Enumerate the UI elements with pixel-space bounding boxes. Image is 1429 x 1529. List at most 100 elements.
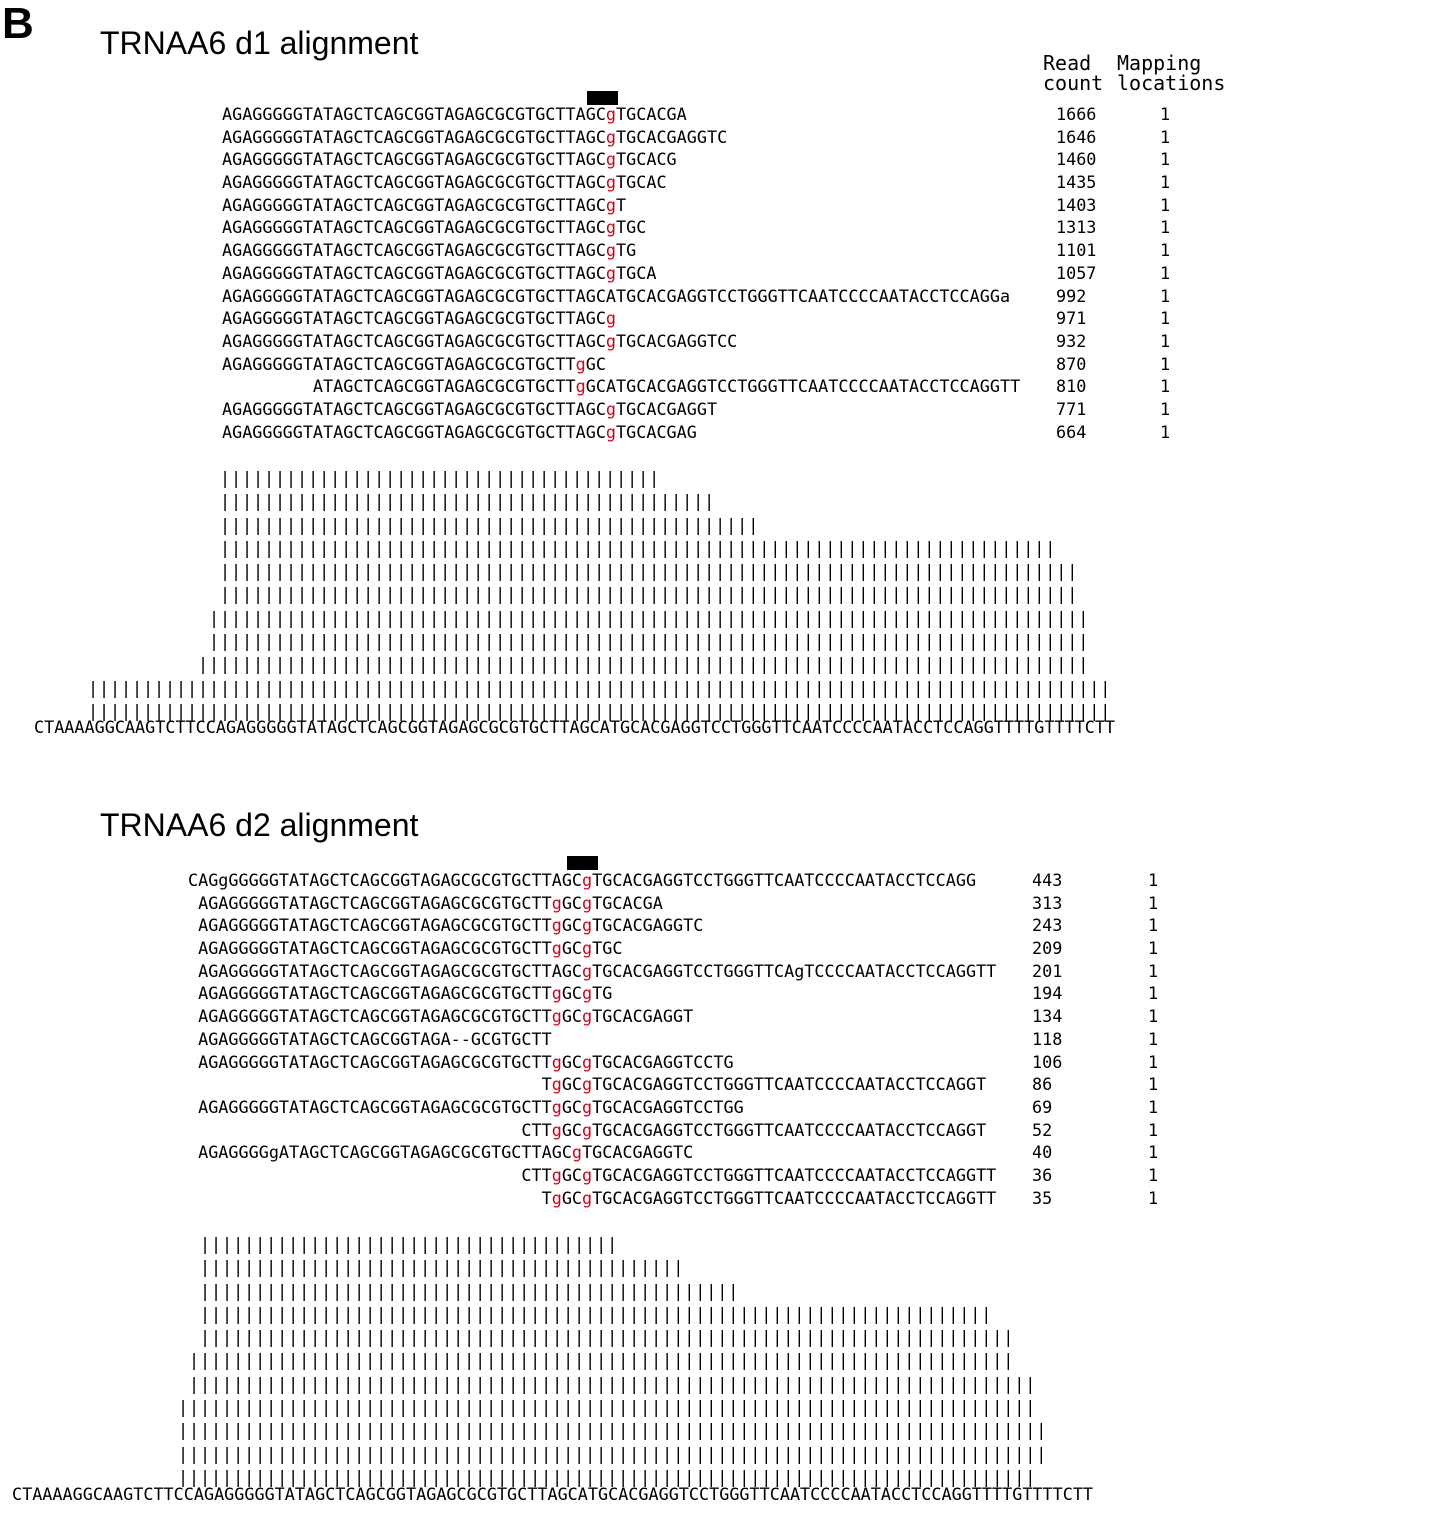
mismatch-base: g [582, 892, 593, 913]
coverage-row: |||||||||||||||||||||||||||||||||||||||| [88, 468, 661, 488]
coverage-row: ||||||||||||||||||||||||||||||||||||||||… [88, 631, 1090, 652]
mismatch-base: g [582, 983, 593, 1004]
mapping-location: 1 [1160, 262, 1171, 283]
read-count: 118 [1032, 1028, 1063, 1049]
d2-title: TRNAA6 d2 alignment [100, 807, 419, 843]
read-count: 201 [1032, 960, 1063, 981]
read-sequence: AGAGGGGGTATAGCTCAGCGGTAGAGCGCGTGCTTgGC [222, 353, 606, 374]
read-sequence: AGAGGGGGTATAGCTCAGCGGTAGAGCGCGTGCTTAGCgT… [222, 149, 677, 170]
mapping-location: 1 [1148, 983, 1159, 1004]
mismatch-base: g [551, 1074, 562, 1095]
read-count: 209 [1032, 938, 1063, 959]
read-count: 1646 [1056, 126, 1097, 147]
read-sequence: ATAGCTCAGCGGTAGAGCGCGTGCTTgGCATGCACGAGGT… [222, 376, 1021, 397]
mapping-location: 1 [1160, 126, 1171, 147]
read-count: 810 [1056, 376, 1087, 397]
read-count: 313 [1032, 892, 1063, 913]
mismatch-base: g [582, 1051, 593, 1072]
d1-site-marker [587, 91, 618, 105]
coverage-row: ||||||||||||||||||||||||||||||||||||||||… [88, 607, 1090, 628]
mapping-location: 1 [1148, 892, 1159, 913]
mapping-location: 1 [1148, 1164, 1159, 1185]
coverage-row: ||||||||||||||||||||||||||||||||||||||||… [13, 1280, 740, 1301]
d2-site-marker [567, 856, 598, 870]
read-count: 52 [1032, 1119, 1053, 1140]
read-sequence: AGAGGGGGTATAGCTCAGCGGTAGAGCGCGTGCTTAGCgT [222, 194, 627, 215]
mismatch-base: g [605, 104, 617, 124]
mismatch-base: g [575, 376, 586, 397]
mismatch-base: g [551, 1119, 562, 1140]
mismatch-base: g [605, 172, 617, 193]
mismatch-base: g [605, 240, 617, 261]
coverage-row: ||||||||||||||||||||||||||||||||||||||||… [88, 677, 1112, 698]
d2-read-list: CAGgGGGGGTATAGCTCAGCGGTAGAGCGCGTGCTTAGCg… [188, 869, 996, 1209]
d1-count-list: 1666 1646 1460 1435 1403 1313 1101 1057 992 971 93… [1056, 103, 1096, 443]
mismatch-base: g [605, 126, 617, 147]
mismatch-base: g [551, 1096, 562, 1117]
coverage-row: ||||||||||||||||||||||||||||||||||||||||… [13, 1257, 685, 1278]
mismatch-base: g [582, 1006, 593, 1027]
mapping-location: 1 [1160, 104, 1171, 124]
coverage-row: ||||||||||||||||||||||||||||||||||||||||… [88, 561, 1079, 582]
read-count: 40 [1032, 1142, 1053, 1163]
mismatch-base: g [605, 330, 617, 351]
mismatch-base: g [605, 149, 617, 170]
read-count: 36 [1032, 1164, 1053, 1185]
read-count: 1403 [1056, 194, 1097, 215]
coverage-row: ||||||||||||||||||||||||||||||||||||||||… [13, 1420, 1048, 1441]
coverage-row: ||||||||||||||||||||||||||||||||||||||||… [88, 584, 1079, 605]
read-count: 106 [1032, 1051, 1063, 1072]
mismatch-base: g [582, 960, 593, 981]
read-sequence: AGAGGGGGTATAGCTCAGCGGTAGAGCGCGTGCTTgGCgT… [188, 1006, 694, 1027]
read-count: 771 [1056, 398, 1087, 419]
read-sequence: TgGCgTGCACGAGGTCCTGGGTTCAATCCCCAATACCTCC… [188, 1074, 987, 1095]
mapping-location: 1 [1148, 1006, 1159, 1027]
d1-read-list: AGAGGGGGTATAGCTCAGCGGTAGAGCGCGTGCTTAGCgT… [222, 103, 1020, 443]
read-sequence: CTTgGCgTGCACGAGGTCCTGGGTTCAATCCCCAATACCT… [188, 1119, 987, 1140]
d1-title: TRNAA6 d1 alignment [100, 25, 419, 61]
coverage-row: ||||||||||||||||||||||||||||||||||||||||… [88, 537, 1057, 558]
mapping-location: 1 [1148, 870, 1159, 890]
read-sequence: AGAGGGGGTATAGCTCAGCGGTAGAGCGCGTGCTTgGCgT… [188, 915, 704, 936]
read-sequence: AGAGGGGgATAGCTCAGCGGTAGAGCGCGTGCTTAGCgTG… [188, 1142, 694, 1163]
read-count: 1057 [1056, 262, 1097, 283]
read-sequence: AGAGGGGGTATAGCTCAGCGGTAGAGCGCGTGCTTgGCgT… [188, 1096, 744, 1117]
read-count: 932 [1056, 330, 1087, 351]
read-count: 134 [1032, 1006, 1063, 1027]
mismatch-base: g [605, 217, 617, 238]
read-sequence: AGAGGGGGTATAGCTCAGCGGTAGAGCGCGTGCTTAGCgT… [222, 126, 728, 147]
mismatch-base: g [551, 1006, 562, 1027]
read-count: 1101 [1056, 240, 1097, 261]
mismatch-base: g [551, 1187, 562, 1208]
mismatch-base: g [582, 1074, 593, 1095]
d1-read-count-header: Read count [1043, 51, 1104, 95]
read-sequence: AGAGGGGGTATAGCTCAGCGGTAGAGCGCGTGCTTAGCAT… [222, 285, 1011, 306]
mismatch-base: g [605, 308, 617, 329]
d2-coverage: |||||||||||||||||||||||||||||||||||||| |… [13, 1233, 1047, 1489]
read-sequence: AGAGGGGGTATAGCTCAGCGGTAGAGCGCGTGCTTAGCgT… [222, 330, 738, 351]
coverage-row: ||||||||||||||||||||||||||||||||||||||||… [88, 491, 716, 512]
mapping-location: 1 [1148, 1051, 1159, 1072]
read-count: 1435 [1056, 172, 1097, 193]
mismatch-base: g [582, 915, 593, 936]
read-count: 35 [1032, 1187, 1053, 1208]
mismatch-base: g [582, 938, 593, 959]
mismatch-base: g [551, 1164, 562, 1185]
mismatch-base: g [551, 983, 562, 1004]
mapping-location: 1 [1148, 1119, 1159, 1140]
read-sequence: AGAGGGGGTATAGCTCAGCGGTAGAGCGCGTGCTTAGCgT… [222, 262, 657, 283]
read-sequence: CTTgGCgTGCACGAGGTCCTGGGTTCAATCCCCAATACCT… [188, 1164, 997, 1185]
read-sequence: AGAGGGGGTATAGCTCAGCGGTAGAGCGCGTGCTTAGCgT… [222, 421, 697, 442]
read-sequence: AGAGGGGGTATAGCTCAGCGGTAGAGCGCGTGCTTAGCgT… [222, 104, 687, 124]
read-sequence: AGAGGGGGTATAGCTCAGCGGTAGA--GCGTGCTT [188, 1028, 552, 1049]
mismatch-base: g [575, 353, 586, 374]
mapping-location: 1 [1148, 1096, 1159, 1117]
read-sequence: AGAGGGGGTATAGCTCAGCGGTAGAGCGCGTGCTTgGCgT… [188, 1051, 734, 1072]
coverage-row: ||||||||||||||||||||||||||||||||||||||||… [13, 1373, 1037, 1394]
mapping-location: 1 [1160, 285, 1171, 306]
mapping-location: 1 [1148, 1028, 1159, 1049]
read-count: 664 [1056, 421, 1087, 442]
coverage-row: ||||||||||||||||||||||||||||||||||||||||… [13, 1327, 1015, 1348]
